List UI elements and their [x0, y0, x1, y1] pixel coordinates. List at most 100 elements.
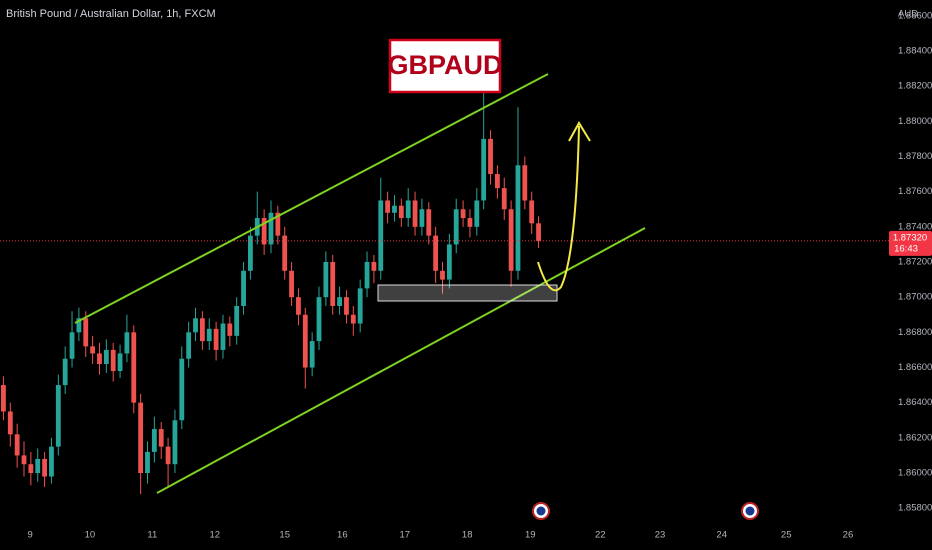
- y-tick-label: 1.87800: [898, 151, 932, 162]
- candle-body: [261, 218, 267, 245]
- countdown: 16:43: [894, 243, 918, 254]
- candle-body: [186, 332, 192, 359]
- event-icon-inner: [745, 506, 755, 516]
- y-tick-label: 1.87600: [898, 186, 932, 197]
- candle-body: [90, 346, 96, 354]
- x-tick-label: 11: [147, 530, 157, 541]
- candle-body: [467, 218, 473, 227]
- candle-body: [76, 318, 82, 333]
- candle-body: [309, 341, 315, 368]
- candle-body: [21, 455, 27, 465]
- x-tick-label: 17: [399, 530, 410, 541]
- candle-body: [316, 297, 322, 342]
- x-tick-label: 16: [337, 530, 348, 541]
- candle-body: [481, 138, 487, 201]
- candle-body: [302, 314, 308, 368]
- candle-body: [433, 235, 439, 271]
- candle-body: [227, 323, 233, 336]
- candle-body: [42, 458, 47, 477]
- candle-body: [405, 200, 411, 219]
- candle-body: [220, 323, 226, 350]
- candle-body: [179, 358, 185, 421]
- channel-upper: [74, 73, 549, 324]
- candle-body: [145, 451, 150, 474]
- candle-body: [151, 429, 157, 452]
- y-tick-label: 1.86600: [898, 362, 932, 373]
- candle-body: [344, 297, 349, 315]
- candle-body: [392, 205, 397, 213]
- candle-body: [350, 314, 356, 324]
- candle-body: [330, 262, 336, 306]
- candle-body: [268, 212, 274, 245]
- x-tick-label: 19: [525, 530, 536, 541]
- y-axis-label: AUD: [898, 9, 918, 20]
- candle-body: [337, 297, 342, 306]
- candle-body: [440, 270, 445, 280]
- candle-body: [124, 332, 130, 354]
- candle-body: [488, 138, 493, 175]
- candle-body: [62, 358, 68, 386]
- candle-body: [275, 212, 281, 236]
- candle-body: [460, 209, 466, 219]
- candle-body: [103, 349, 109, 364]
- candle-body: [501, 188, 507, 210]
- x-tick-label: 15: [279, 530, 290, 541]
- candle-body: [446, 244, 452, 280]
- x-tick-label: 18: [462, 530, 473, 541]
- candle-body: [378, 200, 384, 271]
- candle-body: [412, 200, 418, 227]
- y-tick-label: 1.87000: [898, 292, 932, 303]
- candle-body: [296, 297, 301, 315]
- candle-body: [213, 328, 219, 350]
- x-tick-label: 25: [781, 530, 792, 541]
- x-tick-label: 12: [209, 530, 220, 541]
- candle-body: [14, 434, 20, 456]
- candle-body: [69, 332, 75, 359]
- last-price-tag: [889, 230, 932, 256]
- candle-body: [28, 464, 34, 474]
- candle-body: [398, 205, 404, 219]
- y-tick-label: 1.86000: [898, 468, 932, 479]
- candle-body: [453, 209, 459, 245]
- axes: 1.88600 1.88400 1.88200 1.88000 1.87800 1.876…: [28, 10, 932, 541]
- y-tick-label: 1.88200: [898, 81, 932, 92]
- candle-body: [426, 209, 432, 236]
- x-tick-label: 23: [655, 530, 666, 541]
- y-tick-label: 1.87400: [898, 221, 932, 232]
- candle-body: [323, 262, 329, 298]
- x-tick-label: 9: [28, 530, 33, 541]
- candle-body: [131, 332, 137, 403]
- candle-body: [357, 288, 363, 324]
- candle-body: [508, 209, 514, 271]
- candle-body: [536, 223, 541, 241]
- candle-body: [474, 200, 480, 227]
- support-zone: [377, 284, 558, 302]
- candle-body: [1, 385, 6, 412]
- projection-arrowhead: [568, 121, 591, 142]
- y-tick-label: 1.88400: [898, 46, 932, 57]
- candle-body: [165, 446, 171, 465]
- y-tick-label: 1.88600: [898, 10, 932, 21]
- y-tick-label: 1.86200: [898, 432, 932, 443]
- x-tick-label: 22: [595, 530, 606, 541]
- channel-lower: [156, 227, 646, 494]
- candle-body: [241, 270, 246, 306]
- candle-body: [289, 270, 294, 298]
- candle-body: [248, 235, 253, 271]
- candle-body: [494, 174, 500, 189]
- candle-body: [234, 305, 240, 336]
- candle-body: [364, 262, 370, 289]
- y-tick-label: 1.87200: [898, 257, 932, 268]
- y-tick-label: 1.86800: [898, 327, 932, 338]
- candle-body: [7, 411, 13, 435]
- candle-body: [83, 318, 89, 347]
- candle-body: [199, 318, 205, 342]
- chart-title: British Pound / Australian Dollar, 1h, F…: [6, 8, 216, 20]
- candles: [0, 86, 889, 495]
- candle-body: [117, 353, 123, 372]
- candle-body: [55, 385, 61, 447]
- y-tick-label: 1.85800: [898, 503, 932, 514]
- candle-body: [49, 446, 54, 477]
- candle-body: [158, 429, 164, 447]
